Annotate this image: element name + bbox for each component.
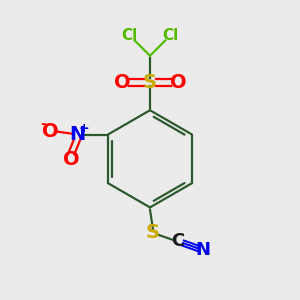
Text: S: S xyxy=(143,73,157,92)
Text: O: O xyxy=(42,122,59,141)
Text: Cl: Cl xyxy=(121,28,137,43)
Text: S: S xyxy=(146,223,160,242)
Text: O: O xyxy=(170,73,186,92)
Text: -: - xyxy=(40,117,46,131)
Text: Cl: Cl xyxy=(163,28,179,43)
Text: O: O xyxy=(114,73,130,92)
Text: +: + xyxy=(78,122,89,135)
Text: C: C xyxy=(171,232,184,250)
Text: O: O xyxy=(63,150,80,169)
Text: N: N xyxy=(69,125,85,144)
Text: N: N xyxy=(196,241,211,259)
